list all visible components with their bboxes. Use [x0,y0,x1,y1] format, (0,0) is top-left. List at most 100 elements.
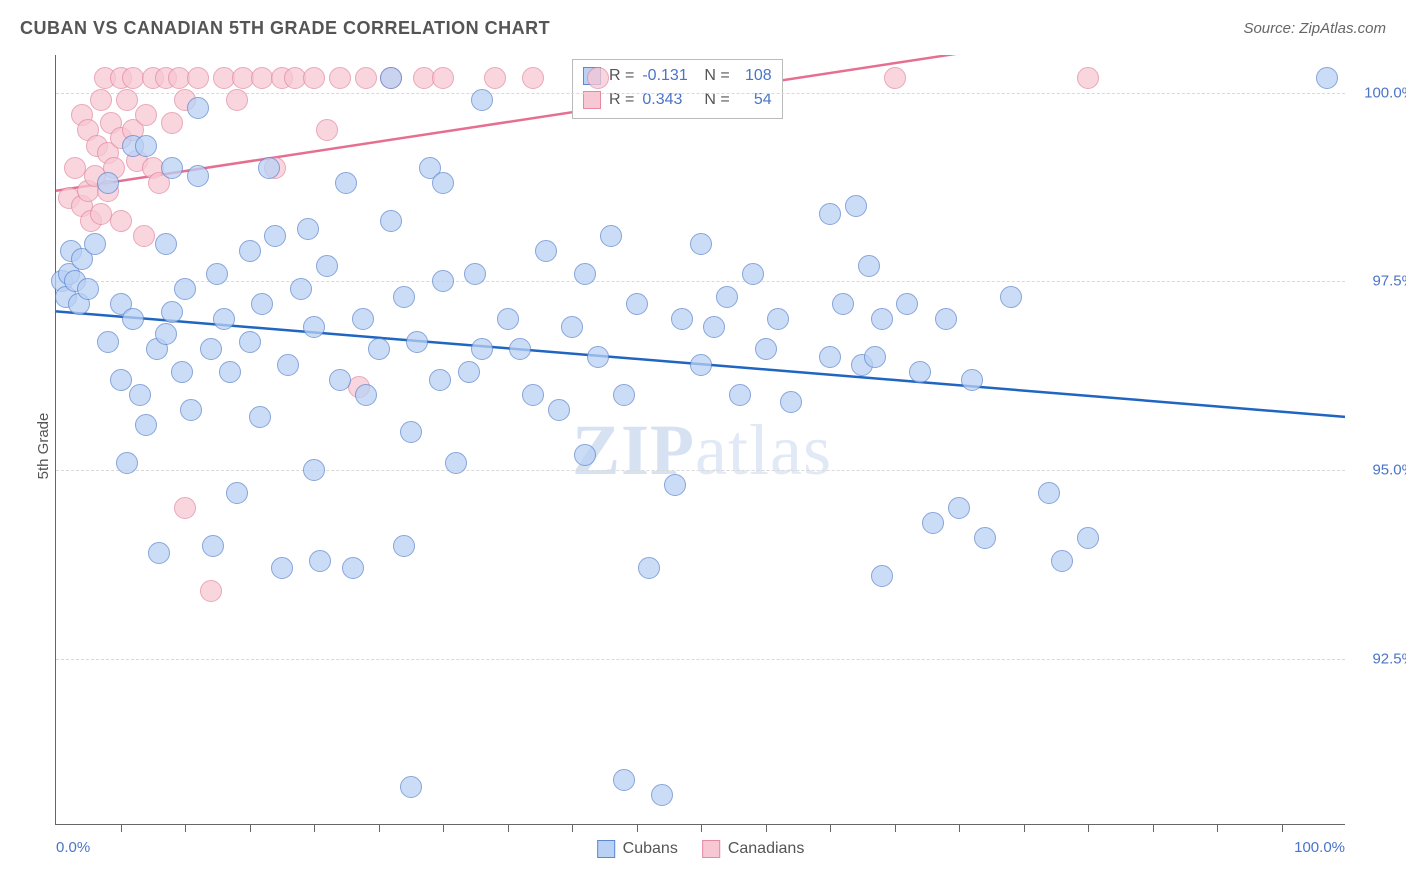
data-point [871,308,893,330]
data-point [896,293,918,315]
data-point [303,316,325,338]
y-tick-label: 95.0% [1355,462,1406,479]
data-point [742,263,764,285]
data-point [161,112,183,134]
y-tick-label: 97.5% [1355,273,1406,290]
data-point [258,157,280,179]
data-point [671,308,693,330]
data-point [309,550,331,572]
data-point [1077,67,1099,89]
data-point [522,384,544,406]
trend-lines [56,55,1345,824]
data-point [335,172,357,194]
chart-title: CUBAN VS CANADIAN 5TH GRADE CORRELATION … [20,18,1386,39]
y-tick-label: 100.0% [1355,84,1406,101]
data-point [97,172,119,194]
x-tick [508,824,509,832]
legend-n-value: 108 [738,67,772,85]
data-point [290,278,312,300]
data-point [393,286,415,308]
data-point [909,361,931,383]
data-point [264,225,286,247]
x-tick [1282,824,1283,832]
data-point [871,565,893,587]
data-point [1316,67,1338,89]
data-point [1077,527,1099,549]
data-point [651,784,673,806]
data-point [819,203,841,225]
gridline [56,281,1345,282]
data-point [755,338,777,360]
legend-series: CubansCanadians [597,840,805,858]
data-point [464,263,486,285]
chart-root: CUBAN VS CANADIAN 5TH GRADE CORRELATION … [0,0,1406,892]
data-point [171,361,193,383]
data-point [626,293,648,315]
x-tick [1088,824,1089,832]
data-point [716,286,738,308]
legend-series-item: Cubans [597,840,678,858]
data-point [471,338,493,360]
x-tick [959,824,960,832]
x-tick [637,824,638,832]
data-point [406,331,428,353]
data-point [84,233,106,255]
data-point [535,240,557,262]
data-point [219,361,241,383]
data-point [329,369,351,391]
data-point [935,308,957,330]
data-point [200,338,222,360]
data-point [961,369,983,391]
gridline [56,659,1345,660]
legend-n-label: N = [704,67,729,85]
x-tick [766,824,767,832]
data-point [77,278,99,300]
legend-correlation-row: R =0.343N =54 [583,88,772,112]
x-tick [1024,824,1025,832]
data-point [509,338,531,360]
data-point [174,497,196,519]
data-point [1038,482,1060,504]
data-point [352,308,374,330]
data-point [561,316,583,338]
data-point [767,308,789,330]
x-tick [185,824,186,832]
data-point [600,225,622,247]
gridline [56,470,1345,471]
x-tick [1217,824,1218,832]
watermark-rest: atlas [695,410,832,490]
x-axis-min-label: 0.0% [56,839,90,856]
data-point [1000,286,1022,308]
x-tick [250,824,251,832]
data-point [133,225,155,247]
data-point [638,557,660,579]
data-point [122,308,144,330]
x-tick [830,824,831,832]
data-point [90,89,112,111]
data-point [393,535,415,557]
data-point [213,308,235,330]
x-axis-max-label: 100.0% [1294,839,1345,856]
data-point [249,406,271,428]
data-point [206,263,228,285]
data-point [148,542,170,564]
data-point [271,557,293,579]
data-point [239,331,261,353]
legend-series-label: Cubans [623,840,678,858]
x-tick [1153,824,1154,832]
data-point [380,210,402,232]
data-point [368,338,390,360]
data-point [587,67,609,89]
data-point [400,421,422,443]
data-point [432,67,454,89]
data-point [429,369,451,391]
x-tick [572,824,573,832]
data-point [342,557,364,579]
watermark: ZIPatlas [572,409,832,492]
data-point [574,444,596,466]
data-point [200,580,222,602]
data-point [922,512,944,534]
data-point [458,361,480,383]
data-point [116,89,138,111]
data-point [400,776,422,798]
